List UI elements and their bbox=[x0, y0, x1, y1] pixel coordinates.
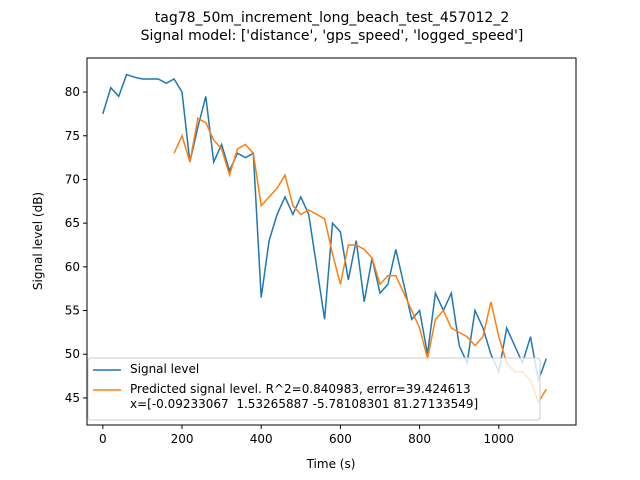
y-tick-label: 75 bbox=[65, 129, 80, 143]
y-tick-label: 45 bbox=[65, 391, 80, 405]
y-tick-label: 65 bbox=[65, 216, 80, 230]
chart-subtitle: Signal model: ['distance', 'gps_speed', … bbox=[141, 28, 524, 44]
x-tick-label: 600 bbox=[329, 432, 352, 446]
legend-label: Predicted signal level. R^2=0.840983, er… bbox=[130, 382, 479, 411]
y-tick-label: 60 bbox=[65, 260, 80, 274]
series-line bbox=[102, 73, 548, 384]
x-tick-label: 1000 bbox=[484, 432, 515, 446]
x-tick-label: 200 bbox=[171, 432, 194, 446]
y-tick-label: 55 bbox=[65, 304, 80, 318]
x-tick-label: 400 bbox=[250, 432, 273, 446]
x-tick-label: 800 bbox=[408, 432, 431, 446]
chart-title: tag78_50m_increment_long_beach_test_4570… bbox=[155, 10, 509, 26]
y-tick-label: 80 bbox=[65, 85, 80, 99]
series-line bbox=[173, 117, 547, 405]
plot-frame bbox=[86, 57, 577, 426]
y-tick-label: 70 bbox=[65, 172, 80, 186]
y-axis-label: Signal level (dB) bbox=[31, 192, 45, 290]
x-axis-label: Time (s) bbox=[306, 457, 356, 471]
x-tick-label: 0 bbox=[99, 432, 107, 446]
legend-label: Signal level bbox=[130, 362, 200, 376]
legend-box bbox=[87, 357, 541, 421]
y-tick-label: 50 bbox=[65, 347, 80, 361]
